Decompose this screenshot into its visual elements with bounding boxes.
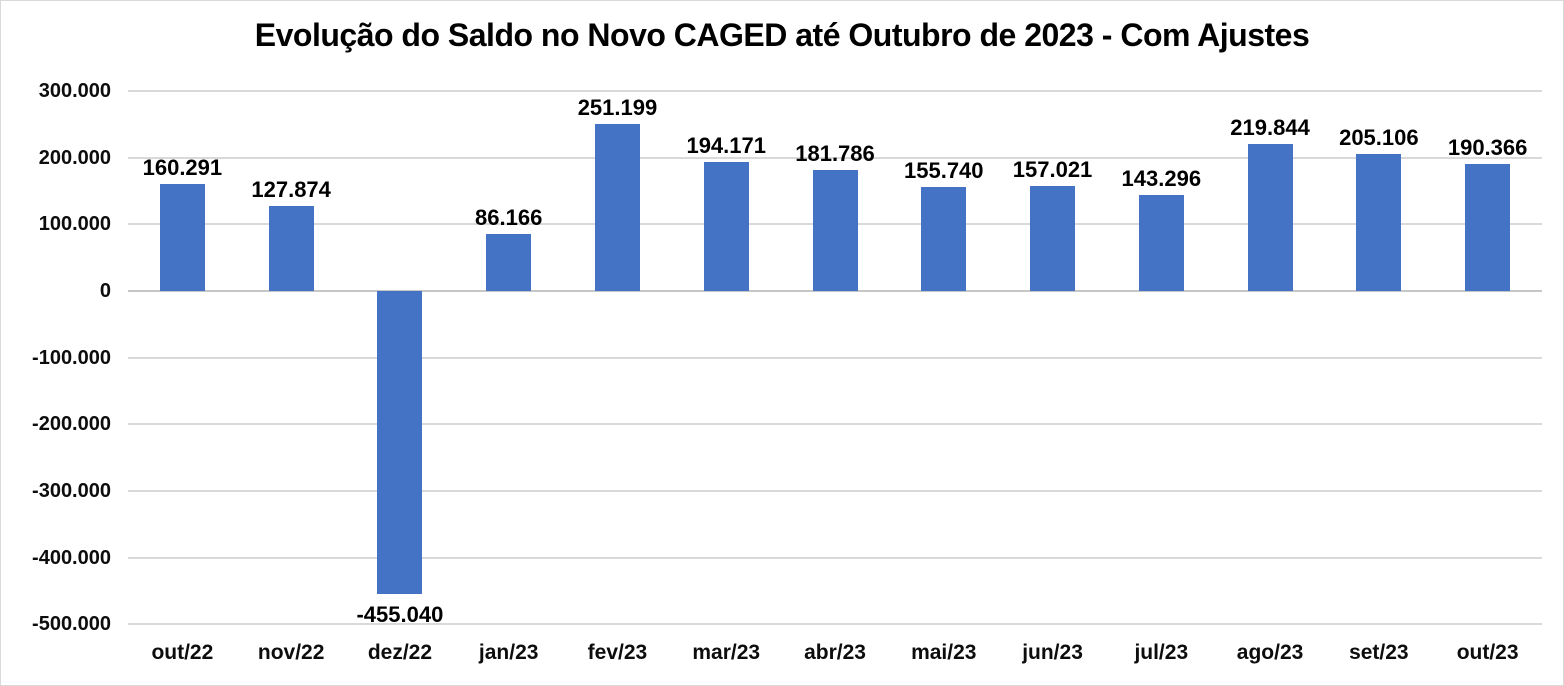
bar-out-23 <box>1465 164 1511 291</box>
y-axis-tick-label: -300.000 <box>32 479 111 502</box>
y-axis-tick-label: -400.000 <box>32 546 111 569</box>
x-axis-category-label: jun/23 <box>1022 641 1083 664</box>
x-axis-category-label: jan/23 <box>478 641 539 664</box>
bar-abr-23 <box>812 169 858 291</box>
bar-jul-23 <box>1138 195 1184 291</box>
x-axis-category-label: out/23 <box>1456 641 1519 664</box>
bar-value-label: 157.021 <box>1012 157 1093 183</box>
bar-value-label: 160.291 <box>142 155 223 181</box>
gridline <box>128 489 1542 492</box>
y-axis-tick-label: -500.000 <box>32 613 111 636</box>
y-axis-tick-label: 100.000 <box>38 213 111 236</box>
x-axis-category-label: out/22 <box>151 641 214 664</box>
bar-jun-23 <box>1030 186 1076 291</box>
x-axis-category-label: ago/23 <box>1236 641 1304 664</box>
x-axis-category-label: nov/22 <box>257 641 325 664</box>
bar-value-label: 251.199 <box>577 94 658 120</box>
bar-mar-23 <box>703 161 749 291</box>
bar-mai-23 <box>921 187 967 291</box>
bar-value-label: -455.040 <box>356 602 444 628</box>
x-axis-category-label: abr/23 <box>804 641 866 664</box>
x-axis-category-label: set/23 <box>1349 641 1409 664</box>
bar-value-label: 86.166 <box>475 204 543 230</box>
y-axis-tick-label: 0 <box>99 279 111 302</box>
y-axis-tick-label: 200.000 <box>38 146 111 169</box>
gridline <box>128 356 1542 359</box>
zero-axis-line <box>128 289 1542 292</box>
bar-jan-23 <box>486 233 532 291</box>
gridline <box>128 90 1542 92</box>
bar-nov-22 <box>268 205 314 291</box>
bar-set-23 <box>1356 154 1402 291</box>
bar-value-label: 205.106 <box>1339 125 1419 151</box>
bar-value-label: 194.171 <box>686 132 766 158</box>
x-axis-category-label: mar/23 <box>692 641 761 664</box>
bar-value-label: 143.296 <box>1121 166 1202 192</box>
y-axis-tick-label: -100.000 <box>32 346 111 369</box>
x-axis-category-label: jul/23 <box>1134 641 1189 664</box>
bar-dez-22 <box>377 290 423 595</box>
gridline <box>128 423 1542 426</box>
bar-fev-23 <box>594 123 640 291</box>
bar-value-label: 219.844 <box>1230 115 1310 141</box>
bar-ago-23 <box>1247 144 1293 291</box>
y-axis-tick-label: 300.000 <box>38 80 111 102</box>
bar-value-label: 181.786 <box>795 140 875 166</box>
chart-title: Evolução do Saldo no Novo CAGED até Outu… <box>254 17 1310 53</box>
x-axis-category-label: fev/23 <box>587 641 648 664</box>
gridline <box>128 156 1542 159</box>
bar-value-label: 155.740 <box>904 158 984 184</box>
bar-out-22 <box>159 184 205 291</box>
gridline <box>128 556 1542 559</box>
x-axis-category-label: dez/22 <box>367 641 433 664</box>
bar-value-label: 190.366 <box>1447 135 1528 161</box>
bar-value-label: 127.874 <box>251 176 331 202</box>
y-axis-tick-label: -200.000 <box>32 413 111 436</box>
x-axis-category-label: mai/23 <box>911 641 977 664</box>
gridline <box>128 623 1542 626</box>
